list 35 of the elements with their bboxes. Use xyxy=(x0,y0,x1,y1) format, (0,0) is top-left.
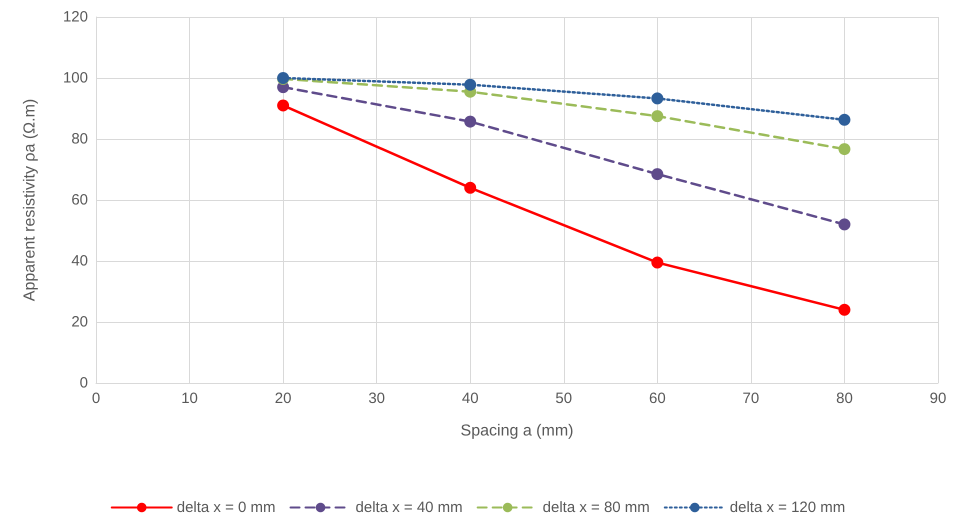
legend-label: delta x = 40 mm xyxy=(356,499,463,516)
x-tick-label: 20 xyxy=(274,390,292,407)
y-tick-label: 100 xyxy=(62,70,88,86)
x-tick-label: 10 xyxy=(181,390,198,407)
y-axis-title: Apparent resistivity ρa (Ω.m) xyxy=(22,98,38,302)
x-tick-label: 30 xyxy=(368,390,386,407)
y-tick-label: 80 xyxy=(71,130,88,148)
x-tick-label: 40 xyxy=(462,390,479,407)
x-tick-label: 70 xyxy=(742,390,760,407)
point xyxy=(838,143,850,156)
x-tick-label: 90 xyxy=(930,390,946,407)
point xyxy=(651,92,664,104)
point xyxy=(838,114,850,126)
legend-label: delta x = 120 mm xyxy=(730,499,846,516)
point xyxy=(277,99,290,112)
x-tick-label: 60 xyxy=(648,390,666,407)
point xyxy=(838,304,850,316)
point xyxy=(838,218,850,230)
y-tick-label: 20 xyxy=(71,314,88,330)
point xyxy=(651,110,664,122)
y-tick-label: 0 xyxy=(80,374,88,392)
x-tick-label: 0 xyxy=(92,390,100,407)
point xyxy=(464,116,476,128)
point xyxy=(464,78,476,91)
y-tick-label: 60 xyxy=(71,192,88,208)
x-tick-label: 80 xyxy=(836,390,853,407)
legend-label: delta x = 0 mm xyxy=(176,499,276,516)
legend-label: delta x = 80 mm xyxy=(542,499,650,516)
x-tick-label: 50 xyxy=(555,390,572,407)
point xyxy=(651,168,664,180)
point xyxy=(464,182,476,194)
y-tick-label: 120 xyxy=(62,8,88,26)
point xyxy=(651,256,664,269)
y-tick-label: 40 xyxy=(71,252,88,270)
x-axis-title: Spacing a (mm) xyxy=(460,422,574,440)
